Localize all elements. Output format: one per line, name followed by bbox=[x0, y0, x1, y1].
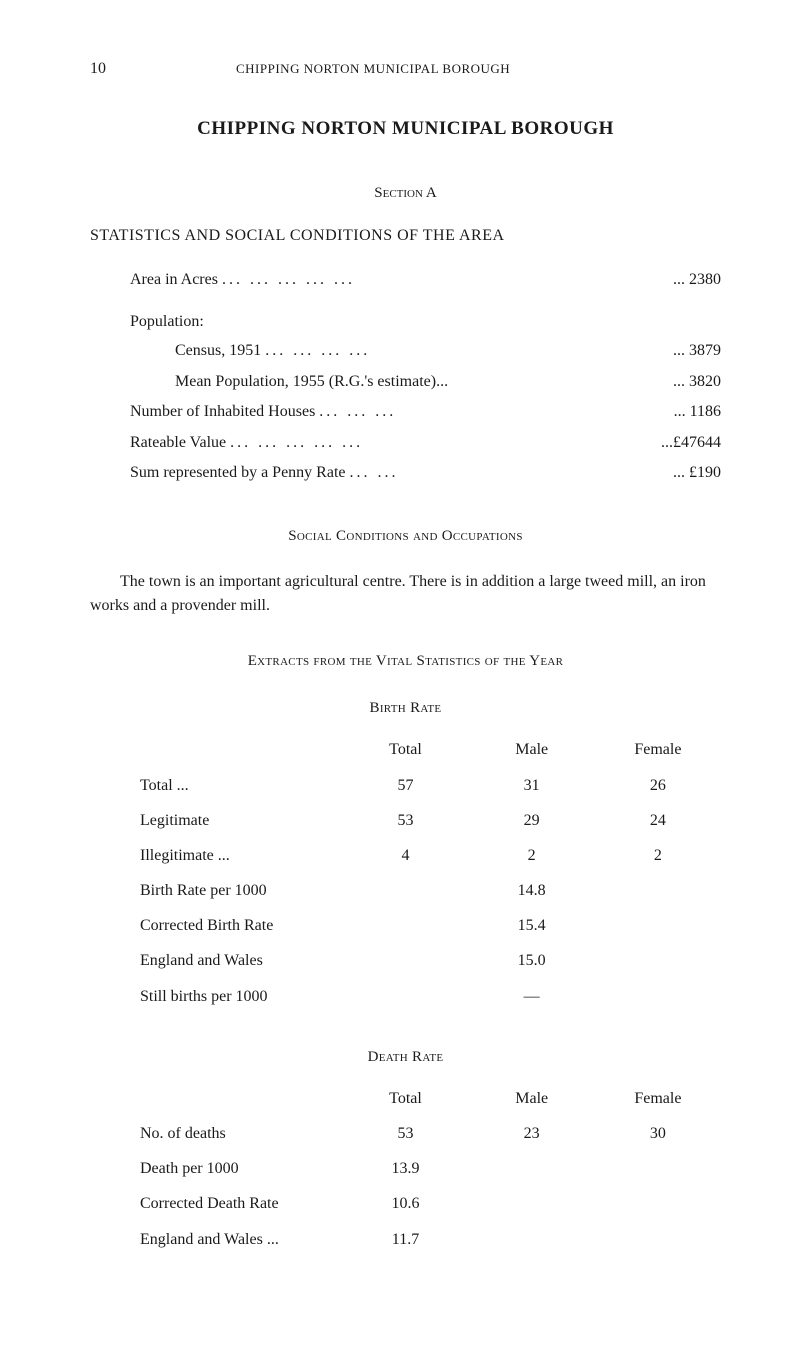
row-male bbox=[469, 1186, 595, 1221]
stat-value: ... 3879 bbox=[631, 336, 721, 366]
table-row: Legitimate 53 29 24 bbox=[90, 803, 721, 838]
row-total bbox=[342, 873, 468, 908]
row-total: 13.9 bbox=[342, 1151, 468, 1186]
header-total: Total bbox=[342, 1081, 468, 1116]
main-title: CHIPPING NORTON MUNICIPAL BOROUGH bbox=[90, 118, 721, 140]
row-male: 31 bbox=[469, 768, 595, 803]
row-label: No. of deaths bbox=[90, 1116, 342, 1151]
table-row: England and Wales 15.0 bbox=[90, 943, 721, 978]
row-label: England and Wales bbox=[90, 943, 342, 978]
row-label: Legitimate bbox=[90, 803, 342, 838]
row-label: Birth Rate per 1000 bbox=[90, 873, 342, 908]
stat-label: Number of Inhabited Houses ... ... ... bbox=[130, 397, 631, 427]
header-female: Female bbox=[595, 732, 721, 767]
row-total: 53 bbox=[342, 1116, 468, 1151]
running-head: CHIPPING NORTON MUNICIPAL BOROUGH bbox=[236, 61, 510, 77]
table-row: Corrected Death Rate 10.6 bbox=[90, 1186, 721, 1221]
row-total bbox=[342, 908, 468, 943]
stat-value: ... 1186 bbox=[631, 397, 721, 427]
row-female bbox=[595, 979, 721, 1014]
birth-rate-heading: Birth Rate bbox=[90, 700, 721, 717]
stat-label: Area in Acres ... ... ... ... ... bbox=[130, 265, 631, 295]
page-number: 10 bbox=[90, 60, 106, 78]
birth-rate-table: Total Male Female Total ... 57 31 26 Leg… bbox=[90, 732, 721, 1014]
row-male: 29 bbox=[469, 803, 595, 838]
table-header-row: Total Male Female bbox=[90, 1081, 721, 1116]
statistics-block: Area in Acres ... ... ... ... ... ... 23… bbox=[90, 265, 721, 488]
row-total: 11.7 bbox=[342, 1222, 468, 1257]
row-female bbox=[595, 1222, 721, 1257]
row-total: 4 bbox=[342, 838, 468, 873]
stat-value: ...£47644 bbox=[631, 428, 721, 458]
extracts-heading: Extracts from the Vital Statistics of th… bbox=[90, 653, 721, 670]
row-female bbox=[595, 943, 721, 978]
table-row: England and Wales ... 11.7 bbox=[90, 1222, 721, 1257]
row-male: 15.4 bbox=[469, 908, 595, 943]
row-male: 2 bbox=[469, 838, 595, 873]
stat-rateable-value: Rateable Value ... ... ... ... ... ...£4… bbox=[130, 428, 721, 458]
row-female: 26 bbox=[595, 768, 721, 803]
stat-census: Census, 1951 ... ... ... ... ... 3879 bbox=[175, 336, 721, 366]
row-total: 57 bbox=[342, 768, 468, 803]
stat-label: Census, 1951 ... ... ... ... bbox=[175, 336, 631, 366]
row-female: 24 bbox=[595, 803, 721, 838]
row-female bbox=[595, 873, 721, 908]
death-rate-heading: Death Rate bbox=[90, 1049, 721, 1066]
row-male: — bbox=[469, 979, 595, 1014]
stat-value: ... 3820 bbox=[631, 367, 721, 397]
stat-label: Rateable Value ... ... ... ... ... bbox=[130, 428, 631, 458]
population-label: Population: bbox=[130, 313, 721, 331]
row-label: Still births per 1000 bbox=[90, 979, 342, 1014]
stat-value: ... 2380 bbox=[631, 265, 721, 295]
subsection-title: STATISTICS AND SOCIAL CONDITIONS OF THE … bbox=[90, 227, 721, 245]
row-label: Total ... bbox=[90, 768, 342, 803]
table-row: Total ... 57 31 26 bbox=[90, 768, 721, 803]
row-total bbox=[342, 943, 468, 978]
stat-inhabited-houses: Number of Inhabited Houses ... ... ... .… bbox=[130, 397, 721, 427]
row-male: 15.0 bbox=[469, 943, 595, 978]
row-label: Death per 1000 bbox=[90, 1151, 342, 1186]
social-conditions-heading: Social Conditions and Occupations bbox=[90, 528, 721, 545]
row-male bbox=[469, 1222, 595, 1257]
row-total: 10.6 bbox=[342, 1186, 468, 1221]
social-body-text: The town is an important agricultural ce… bbox=[90, 570, 721, 618]
row-label: Corrected Death Rate bbox=[90, 1186, 342, 1221]
row-total bbox=[342, 979, 468, 1014]
row-female bbox=[595, 1151, 721, 1186]
header-total: Total bbox=[342, 732, 468, 767]
row-label: Illegitimate ... bbox=[90, 838, 342, 873]
row-male: 14.8 bbox=[469, 873, 595, 908]
header-male: Male bbox=[469, 732, 595, 767]
stat-label: Mean Population, 1955 (R.G.'s estimate).… bbox=[175, 367, 631, 397]
table-row: Illegitimate ... 4 2 2 bbox=[90, 838, 721, 873]
row-female: 2 bbox=[595, 838, 721, 873]
stat-value: ... £190 bbox=[631, 458, 721, 488]
header-female: Female bbox=[595, 1081, 721, 1116]
row-label: England and Wales ... bbox=[90, 1222, 342, 1257]
row-label: Corrected Birth Rate bbox=[90, 908, 342, 943]
section-label: Section A bbox=[90, 185, 721, 202]
row-total: 53 bbox=[342, 803, 468, 838]
stat-penny-rate: Sum represented by a Penny Rate ... ... … bbox=[130, 458, 721, 488]
stat-mean-population: Mean Population, 1955 (R.G.'s estimate).… bbox=[175, 367, 721, 397]
header-male: Male bbox=[469, 1081, 595, 1116]
stat-area-acres: Area in Acres ... ... ... ... ... ... 23… bbox=[130, 265, 721, 295]
table-header-row: Total Male Female bbox=[90, 732, 721, 767]
table-row: No. of deaths 53 23 30 bbox=[90, 1116, 721, 1151]
row-female: 30 bbox=[595, 1116, 721, 1151]
table-row: Birth Rate per 1000 14.8 bbox=[90, 873, 721, 908]
row-male: 23 bbox=[469, 1116, 595, 1151]
table-row: Corrected Birth Rate 15.4 bbox=[90, 908, 721, 943]
table-row: Death per 1000 13.9 bbox=[90, 1151, 721, 1186]
table-row: Still births per 1000 — bbox=[90, 979, 721, 1014]
row-female bbox=[595, 908, 721, 943]
row-male bbox=[469, 1151, 595, 1186]
death-rate-table: Total Male Female No. of deaths 53 23 30… bbox=[90, 1081, 721, 1257]
stat-label: Sum represented by a Penny Rate ... ... bbox=[130, 458, 631, 488]
row-female bbox=[595, 1186, 721, 1221]
page-header: 10 CHIPPING NORTON MUNICIPAL BOROUGH bbox=[90, 60, 721, 78]
